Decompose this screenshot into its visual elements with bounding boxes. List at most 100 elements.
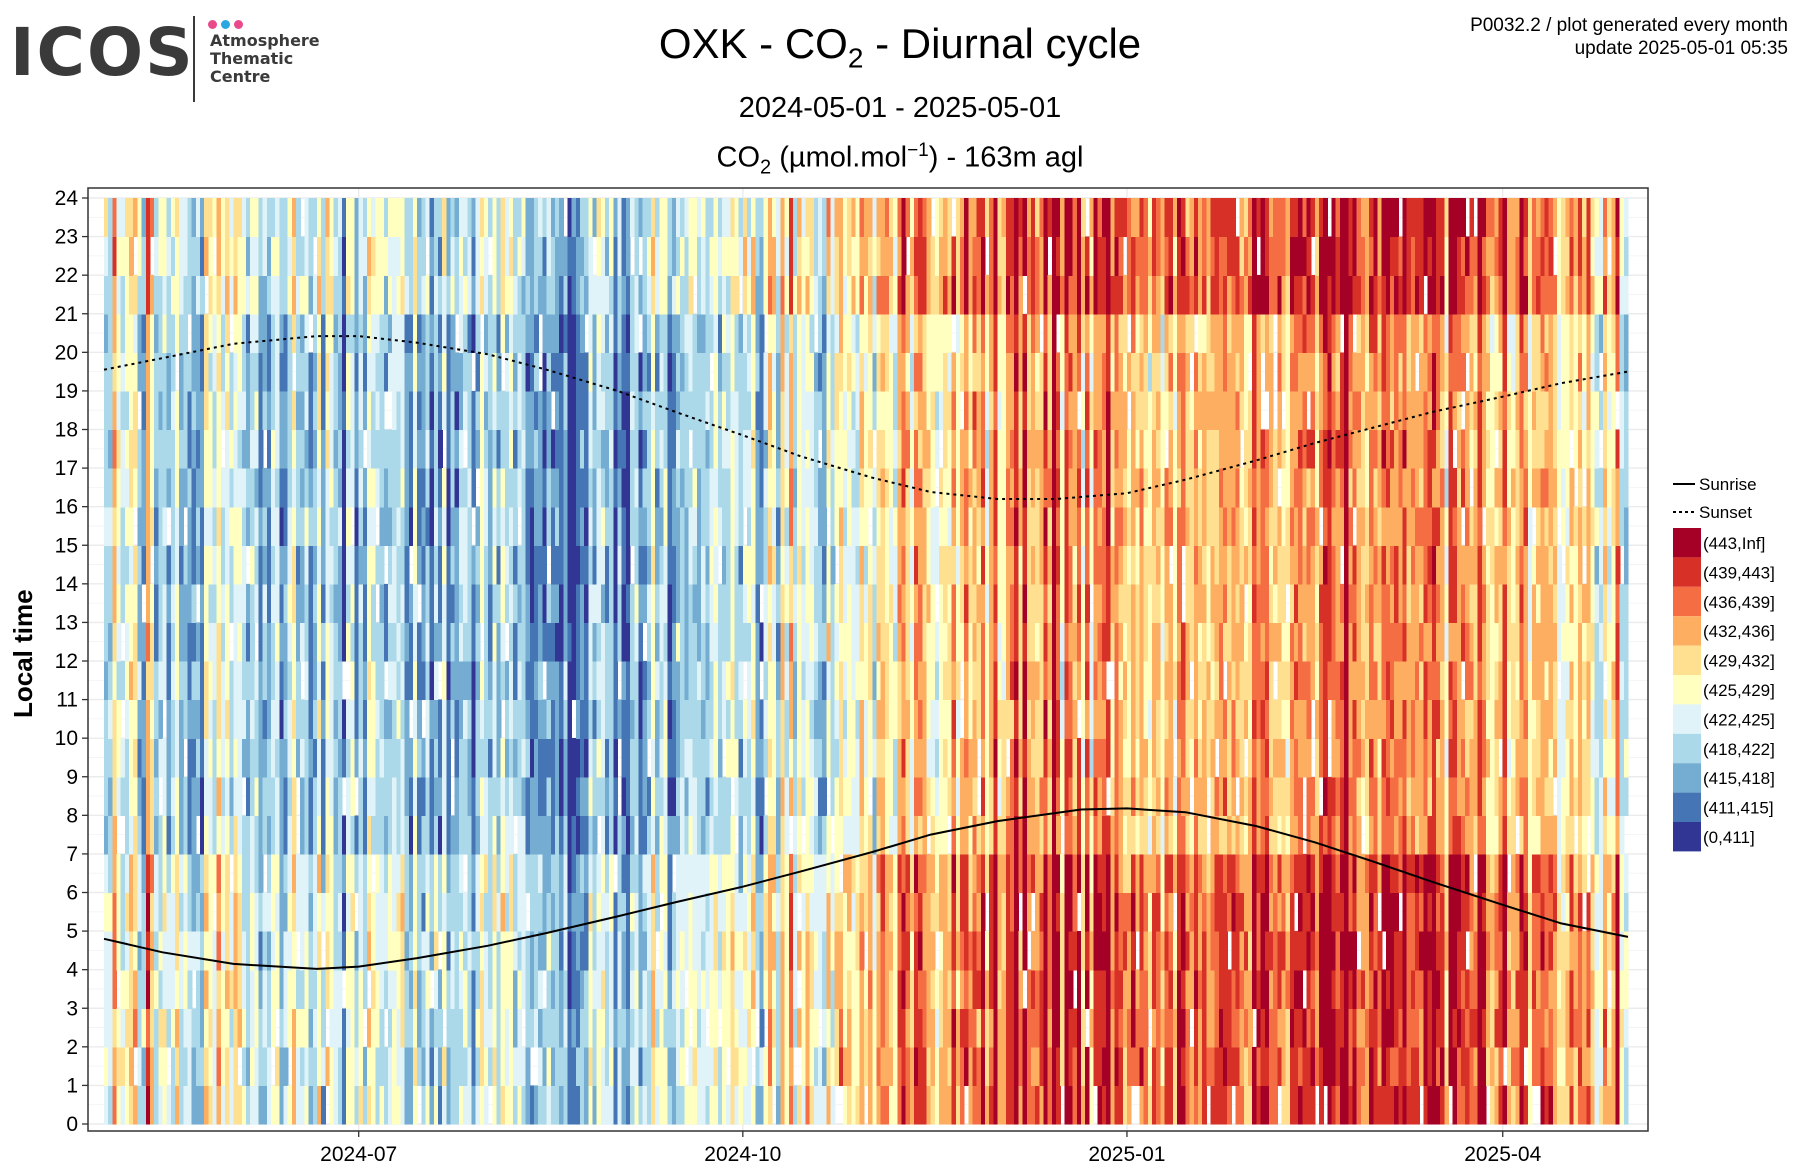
heatmap-tile <box>918 892 923 932</box>
heatmap-tile <box>813 236 819 276</box>
heatmap-tile <box>149 275 155 315</box>
heatmap-tile <box>759 506 765 546</box>
heatmap-tile <box>759 699 765 739</box>
heatmap-tile <box>421 468 427 508</box>
heatmap-tile <box>600 776 606 816</box>
heatmap-tile <box>467 275 473 315</box>
heatmap-tile <box>204 969 209 1009</box>
heatmap-tile <box>780 815 786 855</box>
heatmap-tile <box>467 545 473 585</box>
heatmap-tile <box>191 429 197 469</box>
heatmap-tile <box>116 661 122 701</box>
heatmap-tile <box>283 429 289 469</box>
heatmap-tile <box>838 545 844 585</box>
heatmap-tile <box>792 352 798 392</box>
heatmap-tile <box>579 198 585 238</box>
heatmap-tile <box>772 545 777 585</box>
heatmap-tile <box>354 545 360 585</box>
heatmap-tile <box>600 892 606 932</box>
heatmap-tile <box>621 622 627 662</box>
heatmap-tile <box>542 198 548 238</box>
heatmap-tile <box>550 1046 556 1087</box>
heatmap-tile <box>751 892 756 932</box>
heatmap-tile <box>350 313 356 353</box>
heatmap-tile <box>579 236 585 276</box>
heatmap-tile <box>976 390 982 431</box>
heatmap-tile <box>475 892 481 932</box>
heatmap-tile <box>304 661 310 701</box>
heatmap-tile <box>642 699 648 739</box>
heatmap-tile <box>129 506 134 546</box>
heatmap-tile <box>934 236 940 276</box>
heatmap-tile <box>254 583 260 624</box>
heatmap-tile <box>450 352 456 392</box>
heatmap-tile <box>291 583 297 624</box>
heatmap-tile <box>671 275 677 315</box>
heatmap-tile <box>955 892 961 932</box>
heatmap-tile <box>884 468 890 508</box>
heatmap-tile <box>855 429 861 469</box>
heatmap-tile <box>387 1046 393 1087</box>
heatmap-tile <box>446 699 452 739</box>
heatmap-tile <box>730 622 736 662</box>
heatmap-tile <box>241 1008 247 1048</box>
heatmap-tile <box>559 699 564 739</box>
heatmap-tile <box>538 1008 544 1048</box>
heatmap-tile <box>905 699 911 739</box>
heatmap-tile <box>621 313 627 353</box>
heatmap-tile <box>701 506 706 546</box>
heatmap-tile <box>550 198 556 238</box>
heatmap-tile <box>730 661 736 701</box>
heatmap-tile <box>705 275 711 315</box>
heatmap-tile <box>237 236 243 276</box>
heatmap-tile <box>412 853 418 894</box>
heatmap-tile <box>972 236 978 276</box>
heatmap-tile <box>108 506 113 546</box>
heatmap-tile <box>613 506 619 546</box>
heatmap-tile <box>195 1008 201 1048</box>
heatmap-tile <box>479 390 485 431</box>
heatmap-tile <box>784 969 790 1009</box>
heatmap-tile <box>216 352 222 392</box>
heatmap-tile <box>291 468 297 508</box>
heatmap-tile <box>905 776 911 816</box>
logo-line-1: Atmosphere <box>210 31 320 50</box>
heatmap-tile <box>513 313 518 353</box>
heatmap-tile <box>525 198 531 238</box>
heatmap-tile <box>676 853 681 894</box>
heatmap-tile <box>688 275 694 315</box>
heatmap-tile <box>734 429 740 469</box>
heatmap-tile <box>893 699 898 739</box>
heatmap-tile <box>542 468 548 508</box>
heatmap-tile <box>909 429 915 469</box>
heatmap-tile <box>250 236 255 276</box>
heatmap-tile <box>705 313 711 353</box>
heatmap-tile <box>141 1085 147 1125</box>
heatmap-tile <box>843 622 848 662</box>
heatmap-tile <box>985 1085 990 1125</box>
heatmap-tile <box>859 815 865 855</box>
heatmap-tile <box>918 776 923 816</box>
heatmap-tile <box>809 931 815 971</box>
heatmap-tile <box>133 275 139 315</box>
heatmap-tile <box>822 313 827 353</box>
heatmap-tile <box>312 198 318 238</box>
heatmap-tile <box>755 969 761 1009</box>
heatmap-tile <box>742 429 748 469</box>
heatmap-tile <box>137 661 143 701</box>
heatmap-tile <box>154 1085 159 1125</box>
heatmap-tile <box>354 506 360 546</box>
heatmap-tile <box>429 853 435 894</box>
heatmap-tile <box>183 1008 189 1048</box>
heatmap-tile <box>504 1008 510 1048</box>
heatmap-tile <box>124 390 130 431</box>
heatmap-tile <box>367 313 372 353</box>
heatmap-tile <box>901 545 907 585</box>
heatmap-tile <box>170 468 176 508</box>
heatmap-tile <box>124 622 130 662</box>
heatmap-tile <box>204 892 209 932</box>
heatmap-tile <box>934 969 940 1009</box>
heatmap-tile <box>287 390 293 431</box>
heatmap-tile <box>826 429 832 469</box>
heatmap-tile <box>868 699 873 739</box>
